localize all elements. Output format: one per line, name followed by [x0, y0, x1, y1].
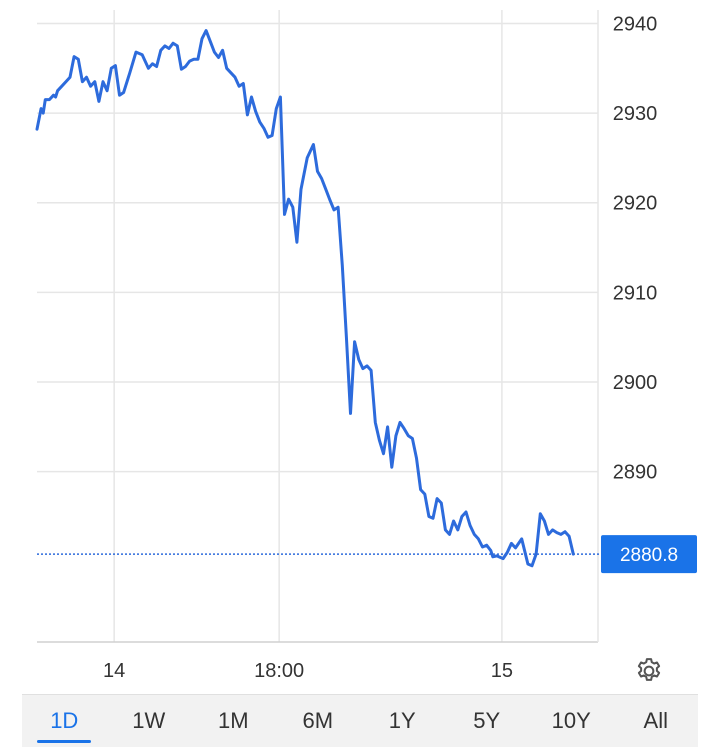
range-tab-1m[interactable]: 1M	[217, 708, 249, 733]
y-tick-label: 2930	[613, 103, 658, 125]
x-tick-label: 15	[491, 660, 513, 682]
gear-icon[interactable]	[634, 656, 664, 686]
range-tab-5y[interactable]: 5Y	[473, 708, 501, 733]
series-line	[35, 29, 575, 568]
x-tick-label: 18:00	[254, 660, 304, 682]
y-tick-label: 2910	[613, 282, 658, 304]
range-tab-1y[interactable]: 1Y	[388, 708, 416, 733]
current-price-tag: 2880.8	[601, 535, 697, 574]
y-axis-ticks: 2940 2930 2920 2910 2900 2890	[613, 13, 658, 483]
range-selector: 1D 1W 1M 6M 1Y 5Y 10Y All	[22, 694, 698, 747]
y-tick-label: 2890	[613, 462, 658, 484]
range-tab-10y[interactable]: 10Y	[551, 708, 591, 733]
range-tab-6m[interactable]: 6M	[302, 708, 334, 733]
chart-svg: 2940 2930 2920 2910 2900 2890 14 18:00 15 2880.…	[35, 10, 697, 682]
range-tab-1w[interactable]: 1W	[132, 708, 166, 733]
y-tick-label: 2940	[613, 13, 658, 35]
current-price-label: 2880.8	[620, 545, 678, 566]
chart-grid	[37, 10, 599, 643]
price-chart: 2940 2930 2920 2910 2900 2890 14 18:00 15 2880.…	[35, 10, 697, 682]
range-tab-all[interactable]: All	[643, 708, 668, 733]
range-tab-1d[interactable]: 1D	[22, 695, 107, 747]
y-tick-label: 2920	[613, 193, 658, 215]
current-price-tag-bg	[601, 535, 697, 574]
y-tick-label: 2900	[613, 372, 658, 394]
x-tick-label: 14	[103, 660, 125, 682]
x-axis-ticks: 14 18:00 15	[103, 660, 513, 682]
